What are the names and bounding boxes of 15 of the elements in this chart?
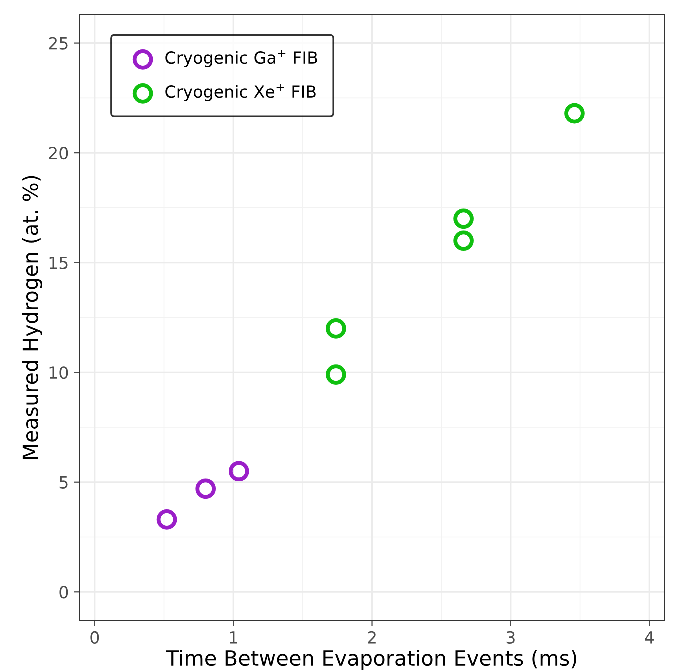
legend-label: Cryogenic Xe$^{+}$ FIB (166, 84, 316, 102)
y-tick-label: 10 (50, 366, 68, 380)
y-tick-label: 15 (50, 257, 68, 270)
x-tick-label: 1 (230, 632, 238, 644)
y-tick-label: 20 (49, 147, 68, 160)
x-axis-title: Time Between Evaporation Events (ms) (166, 650, 576, 670)
y-tick-label: 0 (60, 586, 68, 599)
y-axis-title: Measured Hydrogen (at. %) (22, 176, 42, 459)
y-tick-label: 5 (60, 476, 68, 489)
x-tick-label: 2 (368, 631, 376, 644)
x-tick-label: 3 (506, 631, 515, 644)
x-tick-label: 0 (90, 631, 100, 644)
x-tick-label: 4 (645, 632, 654, 644)
legend-label: Cryogenic Ga$^{+}$ FIB (166, 50, 318, 68)
y-tick-label: 25 (49, 37, 68, 50)
